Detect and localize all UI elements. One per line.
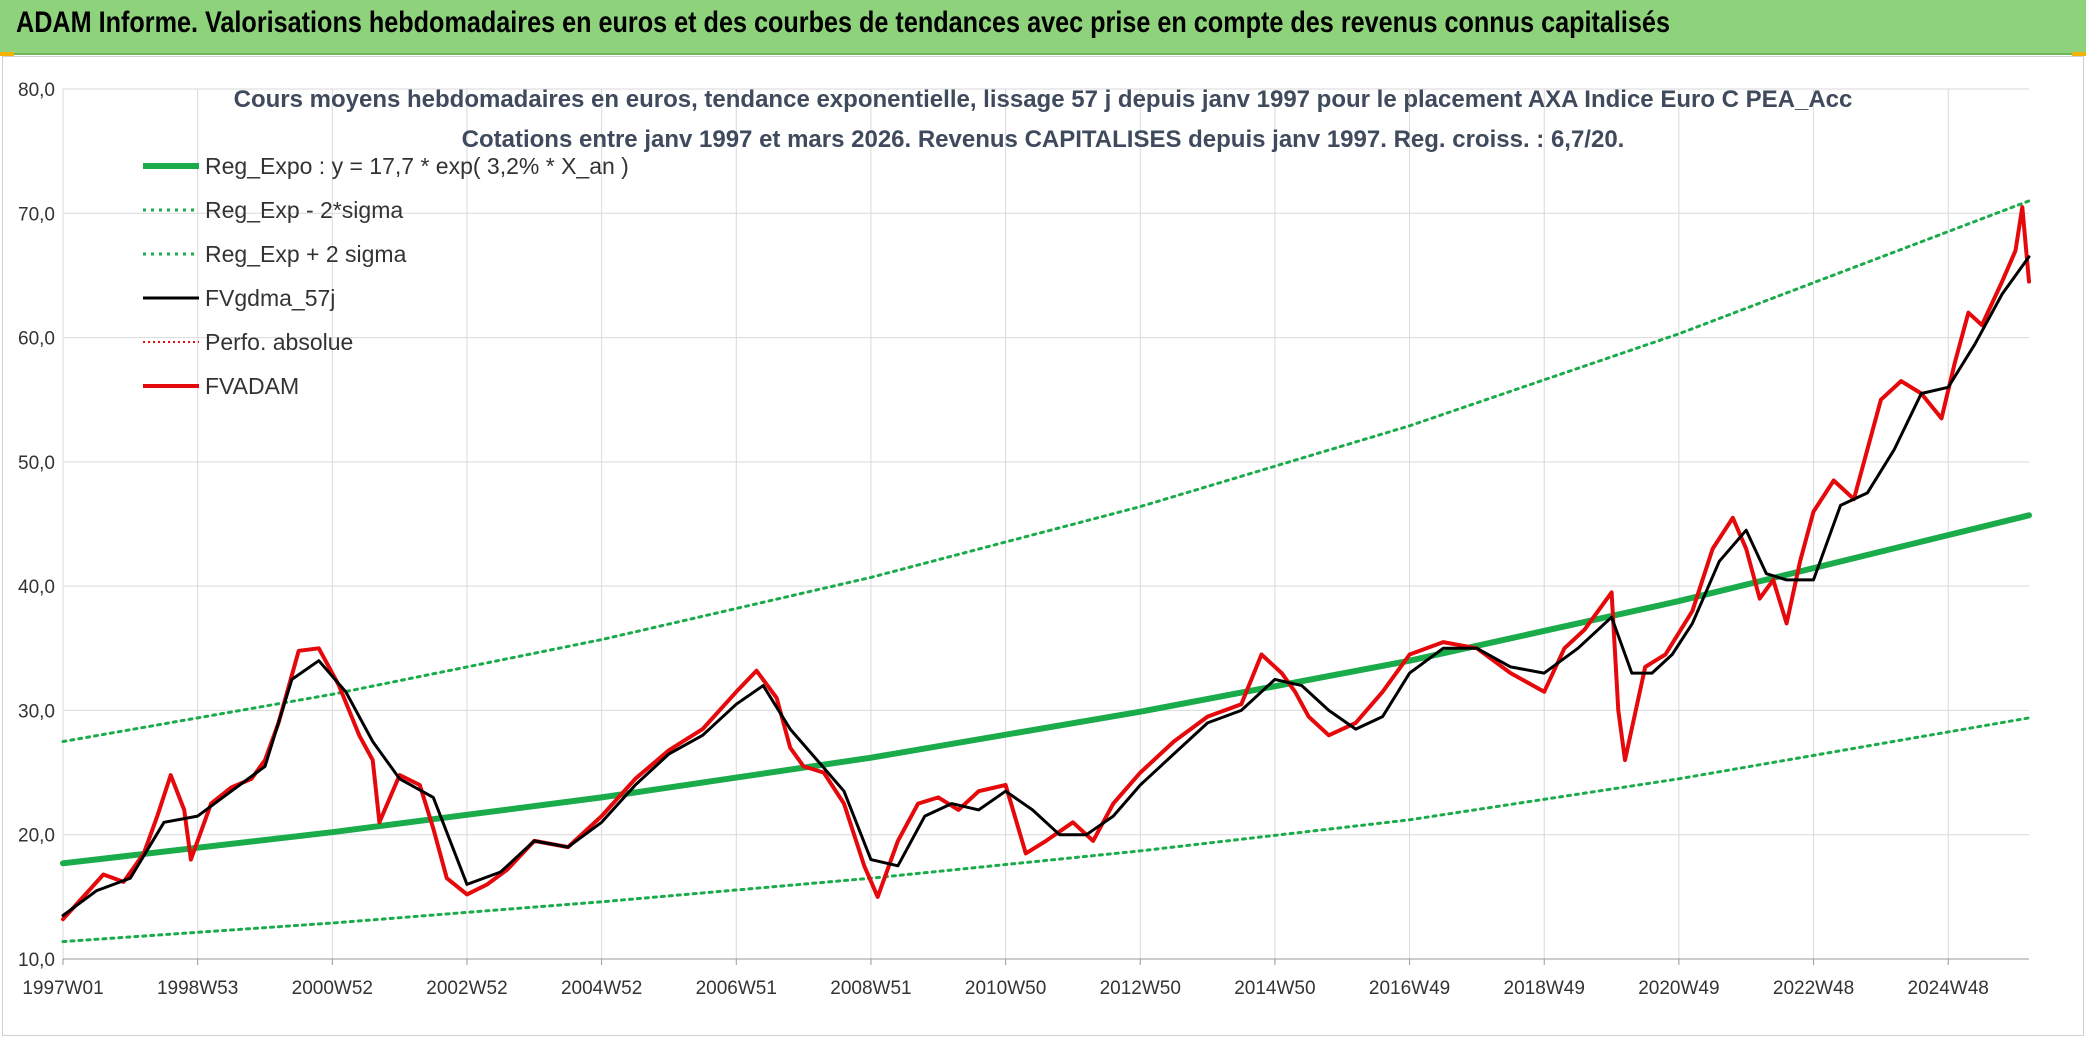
x-tick-label: 2008W51 [830, 978, 911, 999]
header-corner-left [0, 52, 14, 56]
y-axis: 10,0 20,0 30,0 40,0 50,0 60,0 70,0 80,0 [18, 80, 55, 971]
chart-title-line2: Cotations entre janv 1997 et mars 2026. … [462, 126, 1625, 153]
x-tick-label: 2020W49 [1638, 978, 1719, 999]
y-tick-label: 20,0 [18, 826, 55, 847]
legend-label-fvgdma: FVgdma_57j [205, 285, 335, 311]
x-tick-label: 1997W01 [22, 978, 103, 999]
chart-title-line1: Cours moyens hebdomadaires en euros, ten… [234, 86, 1853, 113]
y-tick-label: 30,0 [18, 701, 55, 722]
y-tick-label: 40,0 [18, 577, 55, 598]
line-chart: 10,0 20,0 30,0 40,0 50,0 60,0 70,0 80,0 1997W01… [18, 80, 2032, 999]
x-tick-label: 2018W49 [1504, 978, 1585, 999]
x-tick-label: 2002W52 [426, 978, 507, 999]
x-tick-label: 1998W53 [157, 978, 238, 999]
x-tick-label: 2016W49 [1369, 978, 1450, 999]
y-tick-label: 60,0 [18, 329, 55, 350]
y-tick-label: 70,0 [18, 204, 55, 225]
report-header: ADAM Informe. Valorisations hebdomadaire… [0, 0, 2086, 55]
series-line-fvadam [61, 205, 2031, 922]
x-axis: 1997W01 1998W53 2000W52 2002W52 2004W52 2006W… [22, 958, 2029, 999]
x-tick-label: 2004W52 [561, 978, 642, 999]
x-tick-label: 2014W50 [1234, 978, 1315, 999]
y-tick-label: 10,0 [18, 950, 55, 971]
series-line-reg_plus [61, 199, 2031, 743]
legend: Reg_Expo : y = 17,7 * exp( 3,2% * X_an )… [143, 153, 629, 399]
x-tick-label: 2006W51 [696, 978, 777, 999]
series [60, 199, 2032, 944]
x-tick-label: 2024W48 [1908, 978, 1989, 999]
x-tick-label: 2012W50 [1100, 978, 1181, 999]
x-tick-label: 2010W50 [965, 978, 1046, 999]
legend-label-perfo: Perfo. absolue [205, 329, 353, 355]
x-tick-label: 2000W52 [292, 978, 373, 999]
series-line-fvgdma [61, 255, 2031, 917]
series-line-reg_minus [61, 716, 2031, 944]
report-title: ADAM Informe. Valorisations hebdomadaire… [16, 6, 1670, 39]
chart-frame: 10,0 20,0 30,0 40,0 50,0 60,0 70,0 80,0 1997W01… [2, 56, 2084, 1036]
legend-label-fvadam: FVADAM [205, 373, 299, 399]
header-corner-right [2072, 52, 2086, 56]
legend-label-reg_minus: Reg_Exp - 2*sigma [205, 197, 403, 223]
y-tick-label: 50,0 [18, 453, 55, 474]
y-tick-label: 80,0 [18, 80, 55, 101]
legend-label-reg: Reg_Expo : y = 17,7 * exp( 3,2% * X_an ) [205, 153, 629, 179]
series-line-reg [60, 512, 2032, 867]
x-tick-label: 2022W48 [1773, 978, 1854, 999]
legend-label-reg_plus: Reg_Exp + 2 sigma [205, 241, 407, 267]
